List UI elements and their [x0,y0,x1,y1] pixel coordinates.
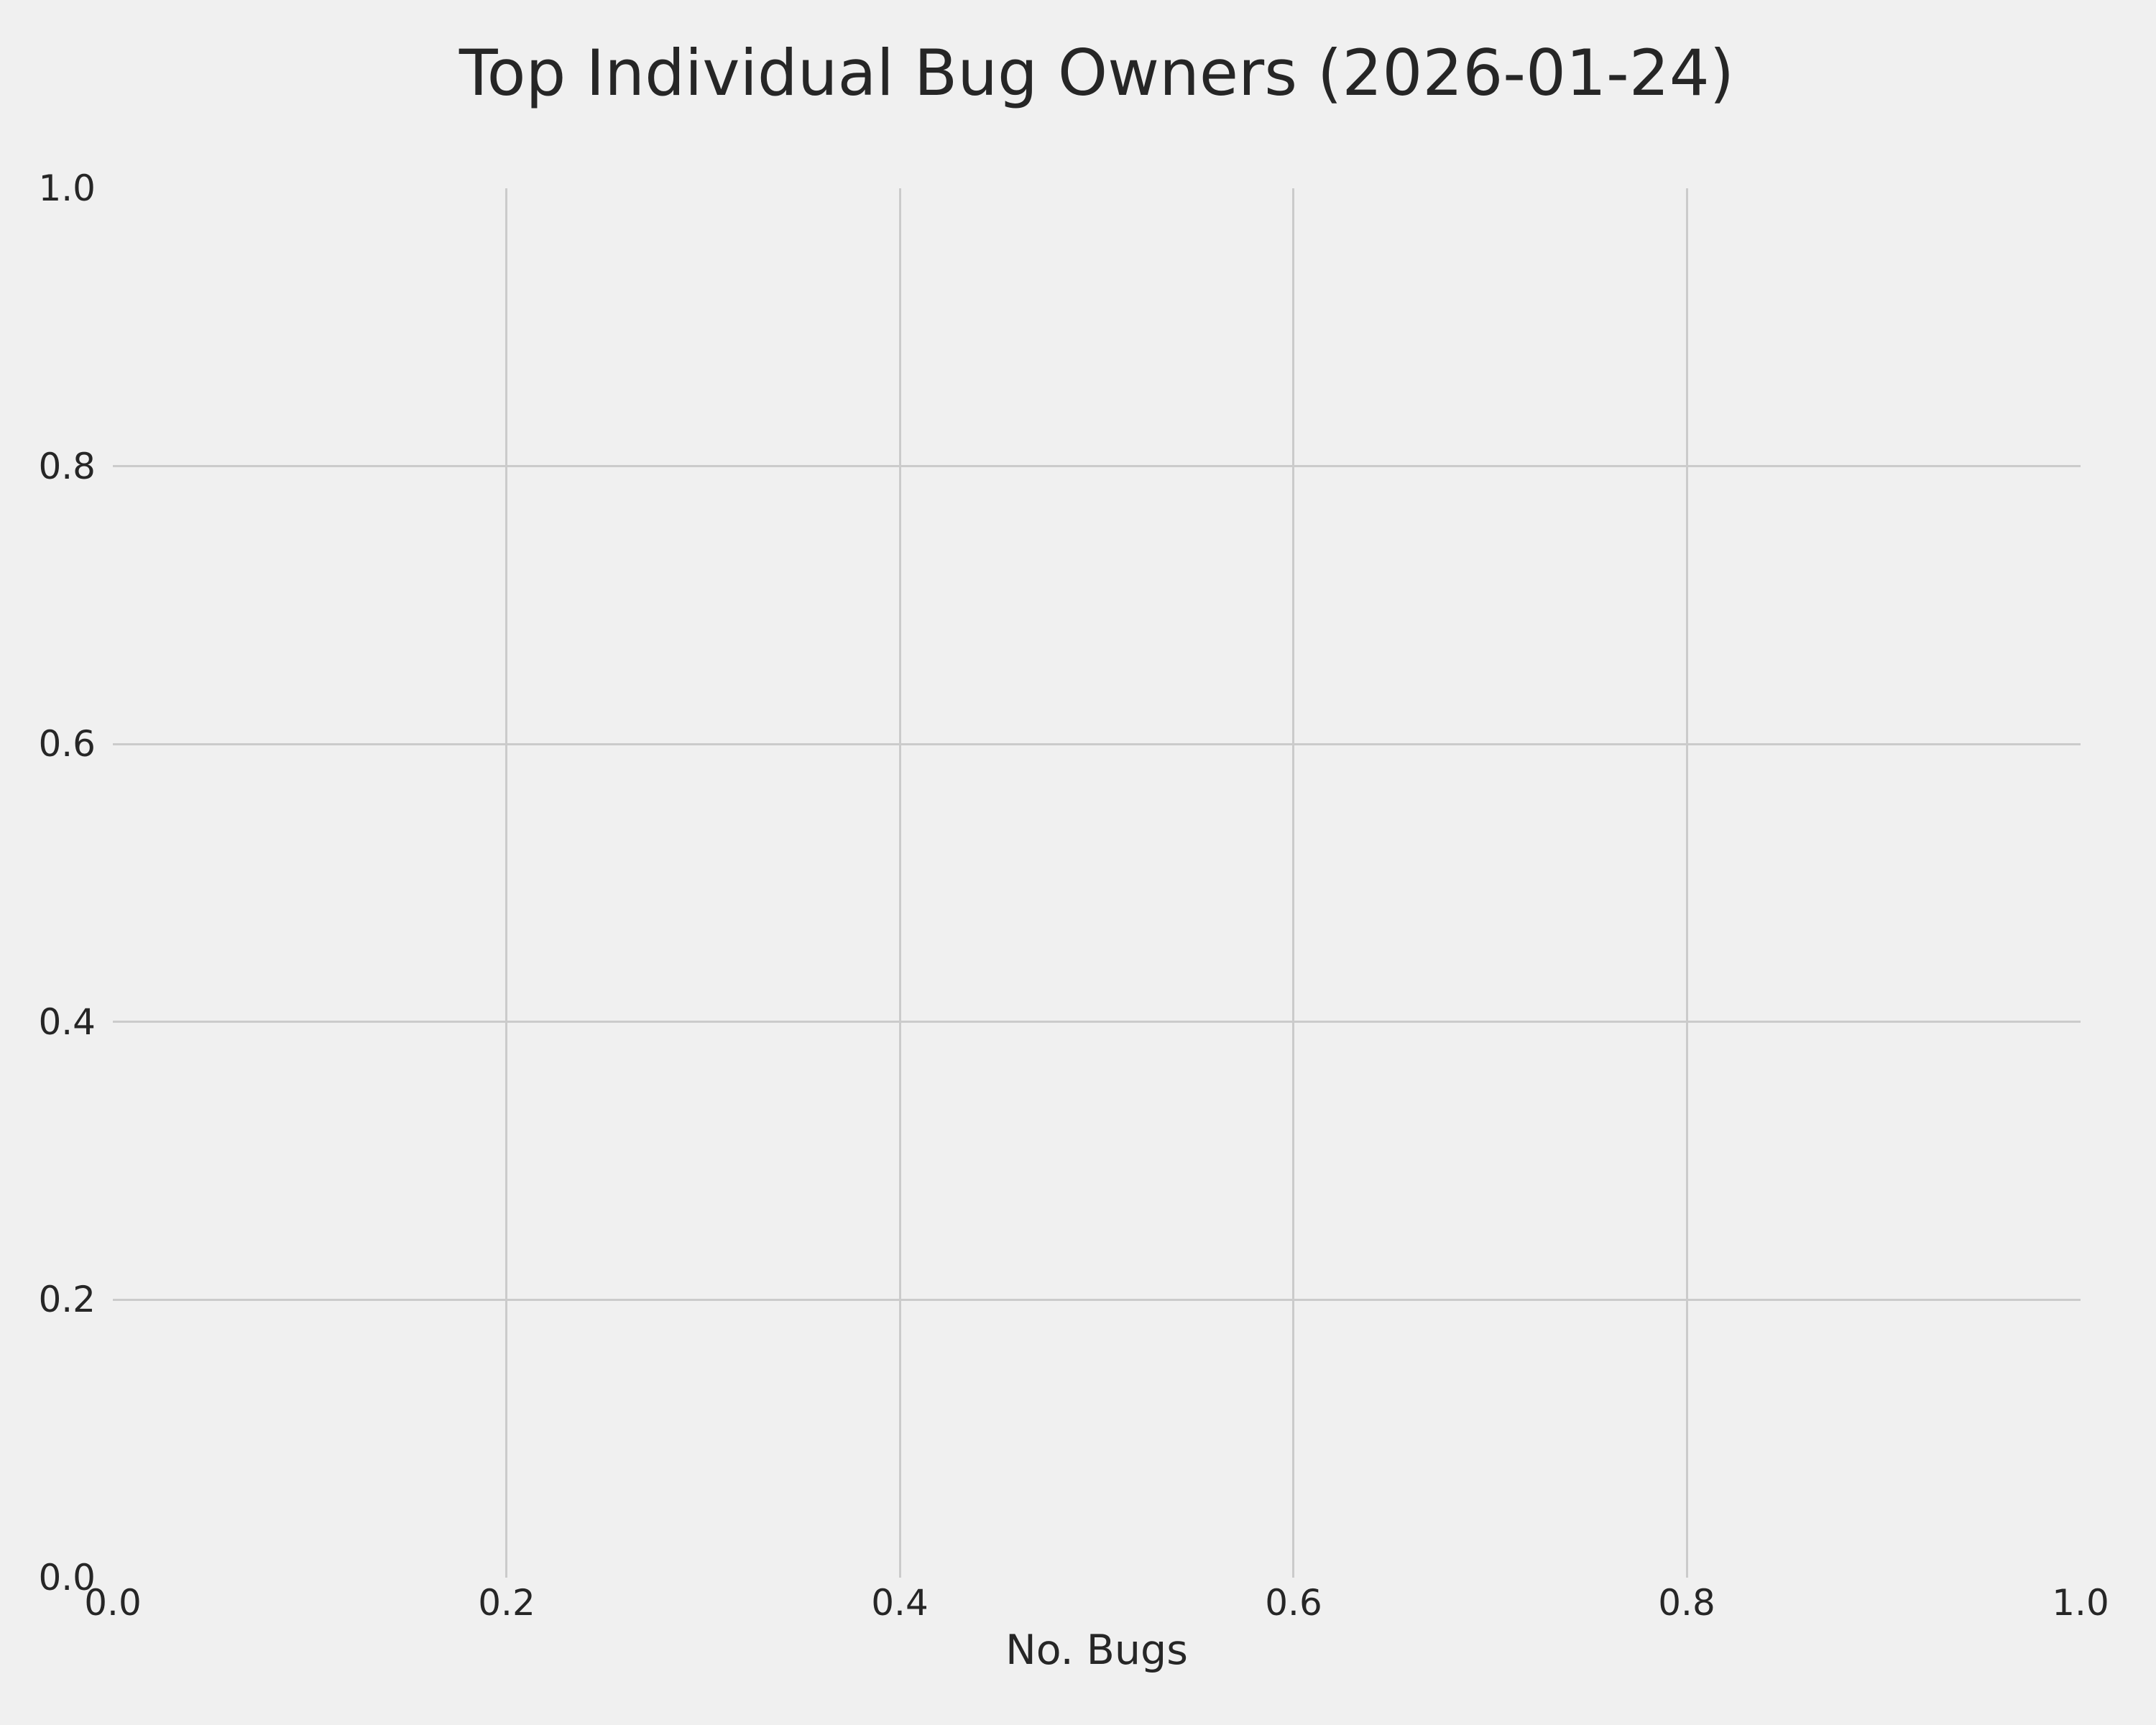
y-axis-tick-0.8: 0.8 [38,446,96,487]
x-axis-tick-0.8: 0.8 [1658,1582,1715,1624]
gridline-x-0.6 [1292,188,1295,1578]
x-axis-tick-0.2: 0.2 [478,1582,535,1624]
x-axis-tick-1.0: 1.0 [2052,1582,2109,1624]
gridline-y-0.4 [113,1021,2081,1024]
gridline-y-0.6 [113,742,2081,745]
x-axis-label: No. Bugs [1005,1627,1188,1674]
gridline-x-0.8 [1685,188,1688,1578]
x-axis-tick-0.4: 0.4 [871,1582,929,1624]
y-axis-tick-0.6: 0.6 [38,723,96,765]
y-axis-tick-0.2: 0.2 [38,1279,96,1320]
plot-area [113,188,2081,1578]
gridline-x-0.2 [505,188,508,1578]
chart-title: Top Individual Bug Owners (2026-01-24) [459,36,1735,110]
gridline-y-0.8 [113,465,2081,468]
y-axis-tick-0.0: 0.0 [38,1557,96,1598]
gridline-x-0.4 [898,188,901,1578]
gridline-y-0.2 [113,1298,2081,1301]
y-axis-tick-1.0: 1.0 [38,167,96,209]
x-axis-tick-0.6: 0.6 [1265,1582,1322,1624]
x-axis-tick-0.0: 0.0 [84,1582,142,1624]
y-axis-tick-0.4: 0.4 [38,1001,96,1043]
